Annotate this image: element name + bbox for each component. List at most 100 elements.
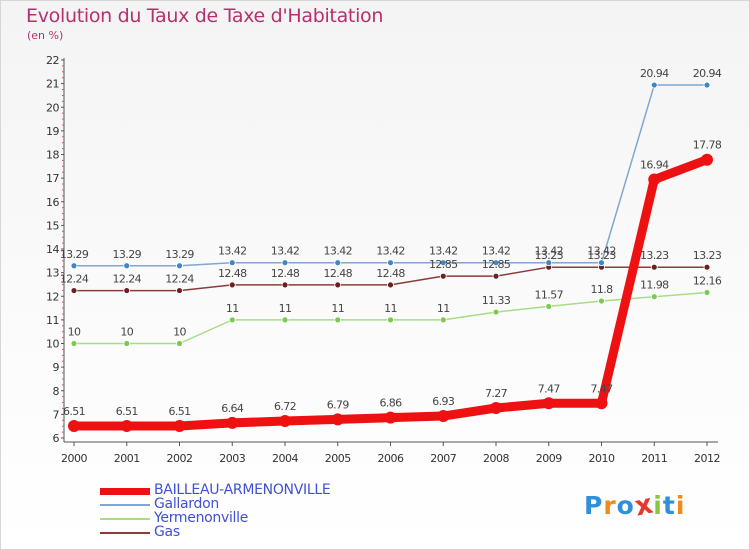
data-label: 12.24 bbox=[165, 273, 194, 286]
y-tick-label: 13 bbox=[46, 267, 59, 280]
data-label: 13.42 bbox=[376, 245, 405, 258]
data-label: 6.79 bbox=[327, 398, 350, 411]
y-tick-label: 21 bbox=[46, 78, 59, 91]
data-label: 13.42 bbox=[271, 245, 300, 258]
data-label: 11 bbox=[384, 302, 397, 315]
x-tick-label: 2010 bbox=[589, 452, 615, 465]
data-label: 6.64 bbox=[221, 402, 244, 415]
data-label: 11 bbox=[279, 302, 292, 315]
data-label: 6.51 bbox=[168, 405, 190, 418]
data-label: 7.47 bbox=[590, 382, 613, 395]
y-tick-label: 10 bbox=[46, 338, 59, 351]
data-point bbox=[703, 263, 711, 271]
data-label: 13.42 bbox=[482, 245, 511, 258]
data-point bbox=[595, 397, 608, 410]
x-tick-label: 2005 bbox=[325, 452, 351, 465]
data-point bbox=[650, 293, 658, 301]
y-tick-label: 22 bbox=[46, 54, 59, 67]
legend-swatch bbox=[100, 532, 150, 534]
data-label: 12.48 bbox=[218, 267, 247, 280]
data-label: 17.78 bbox=[693, 139, 722, 152]
x-tick-label: 2004 bbox=[272, 452, 298, 465]
data-point bbox=[703, 81, 711, 89]
data-point bbox=[648, 173, 661, 186]
data-label: 11 bbox=[437, 302, 450, 315]
data-point bbox=[281, 259, 289, 267]
data-label: 11.8 bbox=[590, 283, 613, 296]
x-tick-label: 2008 bbox=[483, 452, 509, 465]
y-tick-label: 14 bbox=[46, 243, 59, 256]
data-label: 13.42 bbox=[535, 245, 564, 258]
y-tick-label: 12 bbox=[46, 290, 59, 303]
data-label: 12.48 bbox=[376, 267, 405, 280]
axes: 6 7 8 9 10 11 12 13 14 15 16 17 18 19 20 21 22 2000 2001 20… bbox=[46, 54, 721, 465]
legend-label: BAILLEAU-ARMENONVILLE bbox=[154, 482, 331, 498]
data-label: 20.94 bbox=[640, 67, 669, 80]
data-point bbox=[387, 316, 394, 324]
data-point bbox=[490, 401, 502, 414]
data-point bbox=[70, 262, 78, 270]
data-point bbox=[228, 316, 236, 324]
data-label: 20.94 bbox=[693, 67, 722, 80]
data-label: 6.86 bbox=[379, 397, 402, 410]
data-point bbox=[176, 340, 183, 347]
data-point bbox=[120, 419, 133, 432]
data-point bbox=[439, 272, 447, 280]
x-tick-label: 2011 bbox=[641, 452, 667, 465]
data-point bbox=[545, 303, 553, 310]
legend-label: Yermenonville bbox=[154, 510, 249, 526]
legend-label: Gallardon bbox=[154, 496, 219, 512]
data-point bbox=[437, 410, 450, 423]
data-point bbox=[228, 259, 236, 267]
data-point bbox=[439, 316, 447, 324]
data-label: 13.29 bbox=[113, 248, 142, 261]
logo-letter: P bbox=[584, 491, 604, 520]
data-label: 6.51 bbox=[63, 405, 85, 418]
data-label: 13.29 bbox=[165, 248, 194, 261]
data-label: 13.42 bbox=[324, 245, 353, 258]
data-point bbox=[650, 81, 658, 89]
data-labels-layer: 12.24 12.24 12.24 12.48 12.48 12.48 12.48 12.85… bbox=[60, 67, 723, 418]
data-point bbox=[703, 289, 711, 296]
y-tick-label: 19 bbox=[46, 125, 59, 138]
data-label: 13.23 bbox=[640, 249, 669, 262]
x-tick-label: 2002 bbox=[167, 452, 193, 465]
data-label: 6.51 bbox=[116, 405, 138, 418]
data-point bbox=[492, 259, 500, 267]
data-point bbox=[68, 419, 80, 432]
data-label: 11.98 bbox=[640, 279, 669, 292]
data-label: 12.85 bbox=[429, 258, 458, 271]
y-tick-label: 8 bbox=[53, 385, 60, 398]
logo-letter: i bbox=[653, 491, 663, 520]
data-label: 12.48 bbox=[324, 267, 353, 280]
data-label: 13.23 bbox=[587, 249, 616, 262]
logo-letter: t bbox=[662, 491, 676, 520]
data-point bbox=[387, 259, 394, 267]
data-point bbox=[123, 287, 131, 294]
data-point bbox=[545, 259, 553, 267]
data-point bbox=[334, 281, 342, 289]
chart-title: Evolution du Taux de Taxe d'Habitation bbox=[26, 5, 384, 27]
data-label: 12.85 bbox=[482, 258, 511, 271]
legend-label: Gas bbox=[154, 524, 180, 540]
data-label: 7.47 bbox=[538, 382, 561, 395]
data-label: 13.23 bbox=[535, 249, 564, 262]
y-tick-label: 6 bbox=[53, 432, 60, 445]
data-point bbox=[228, 281, 236, 289]
data-point bbox=[334, 259, 342, 267]
data-label: 12.24 bbox=[60, 273, 89, 286]
logo-letter: o bbox=[616, 491, 635, 520]
data-point bbox=[70, 340, 78, 347]
data-point bbox=[334, 316, 342, 324]
data-label: 11 bbox=[226, 302, 239, 315]
data-label: 11.57 bbox=[535, 288, 564, 301]
data-label: 13.42 bbox=[429, 245, 458, 258]
data-point bbox=[387, 281, 394, 289]
data-point bbox=[384, 411, 397, 424]
data-point bbox=[701, 153, 713, 166]
data-point bbox=[176, 287, 183, 294]
y-tick-label: 18 bbox=[46, 149, 59, 162]
data-point bbox=[226, 416, 239, 429]
x-tick-label: 2007 bbox=[430, 452, 456, 465]
